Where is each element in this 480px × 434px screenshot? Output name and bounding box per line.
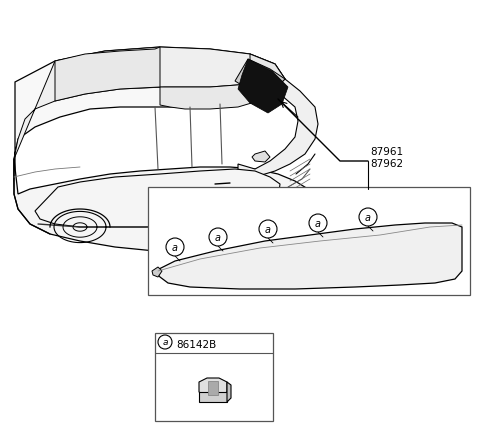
Polygon shape bbox=[160, 55, 285, 110]
Polygon shape bbox=[208, 381, 218, 395]
Text: a: a bbox=[172, 243, 178, 253]
Polygon shape bbox=[227, 382, 231, 402]
Circle shape bbox=[209, 228, 227, 247]
Polygon shape bbox=[235, 60, 285, 100]
Text: 86142B: 86142B bbox=[176, 339, 216, 349]
Polygon shape bbox=[238, 60, 288, 114]
Bar bbox=[155, 333, 273, 421]
Circle shape bbox=[158, 335, 172, 349]
Text: a: a bbox=[215, 233, 221, 243]
Circle shape bbox=[166, 238, 184, 256]
Text: 87962: 87962 bbox=[370, 159, 403, 169]
Bar bbox=[148, 187, 470, 295]
Polygon shape bbox=[55, 48, 160, 102]
Polygon shape bbox=[252, 151, 270, 163]
Polygon shape bbox=[14, 160, 318, 251]
Polygon shape bbox=[155, 224, 462, 289]
Polygon shape bbox=[199, 392, 227, 402]
Polygon shape bbox=[152, 267, 162, 277]
Polygon shape bbox=[14, 48, 285, 194]
Text: a: a bbox=[315, 218, 321, 228]
Polygon shape bbox=[35, 170, 280, 227]
Text: 87961: 87961 bbox=[370, 147, 403, 157]
Circle shape bbox=[259, 220, 277, 238]
Circle shape bbox=[309, 214, 327, 233]
Text: a: a bbox=[162, 338, 168, 347]
Polygon shape bbox=[14, 48, 285, 160]
Polygon shape bbox=[199, 378, 227, 396]
Text: a: a bbox=[365, 213, 371, 223]
Text: a: a bbox=[265, 224, 271, 234]
Circle shape bbox=[359, 208, 377, 227]
Polygon shape bbox=[238, 80, 318, 181]
